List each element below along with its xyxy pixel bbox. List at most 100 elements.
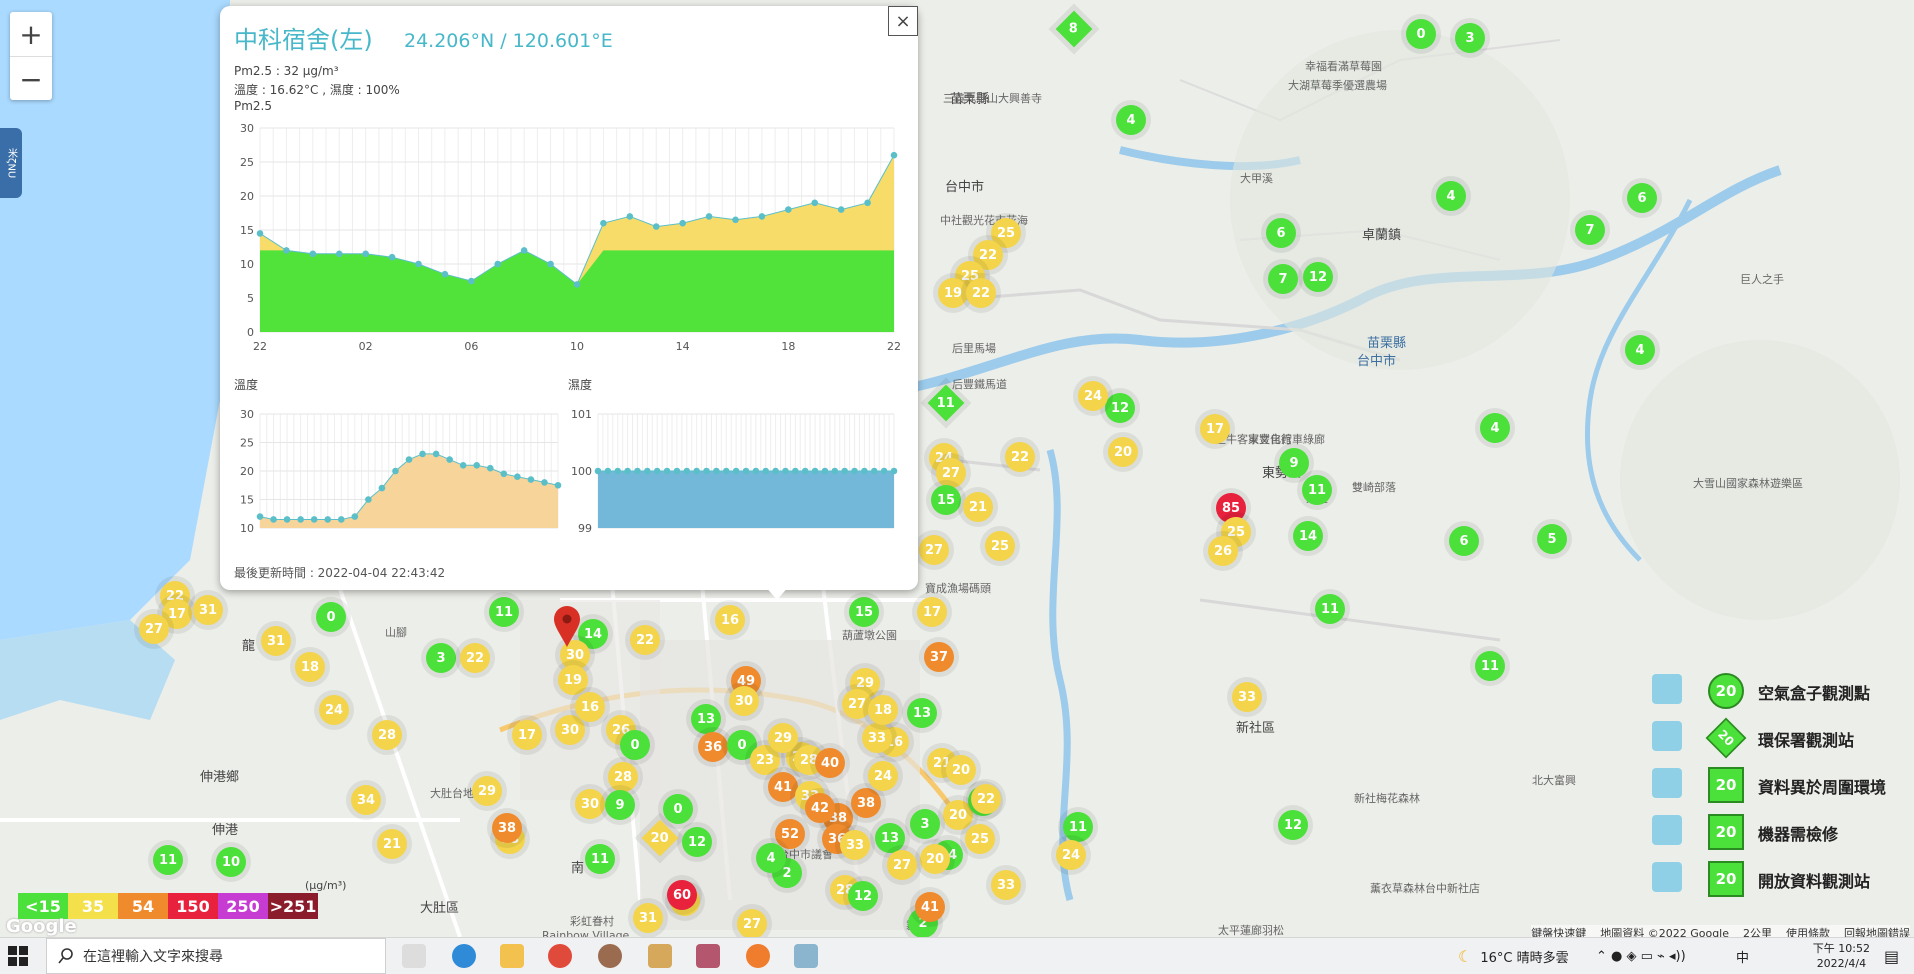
station-marker[interactable]: 18: [868, 695, 898, 725]
station-marker[interactable]: 11: [1063, 812, 1093, 842]
station-marker[interactable]: 12: [848, 881, 878, 911]
station-marker[interactable]: 12: [1278, 810, 1308, 840]
station-marker[interactable]: 14: [578, 619, 608, 649]
station-marker[interactable]: 21: [377, 829, 407, 859]
station-marker[interactable]: 41: [915, 892, 945, 922]
task-view-icon[interactable]: [402, 944, 426, 968]
station-marker[interactable]: 10: [216, 847, 246, 877]
station-marker[interactable]: 25: [985, 531, 1015, 561]
station-marker[interactable]: 7: [1268, 264, 1298, 294]
station-marker[interactable]: 52: [775, 819, 805, 849]
station-marker[interactable]: 26: [1208, 536, 1238, 566]
station-marker[interactable]: 0: [620, 730, 650, 760]
station-marker[interactable]: 33: [991, 870, 1021, 900]
app-icon-3[interactable]: [696, 944, 720, 968]
station-marker[interactable]: 3: [910, 809, 940, 839]
station-marker[interactable]: 21: [963, 492, 993, 522]
station-marker[interactable]: 7: [1575, 215, 1605, 245]
station-marker[interactable]: 16: [715, 605, 745, 635]
station-marker[interactable]: 40: [815, 748, 845, 778]
app-icon-1[interactable]: [598, 944, 622, 968]
ime-indicator[interactable]: 中: [1736, 950, 1750, 966]
station-marker[interactable]: 22: [1005, 442, 1035, 472]
station-marker[interactable]: 36: [698, 732, 728, 762]
station-marker[interactable]: 27: [919, 535, 949, 565]
station-marker[interactable]: 4: [756, 843, 786, 873]
zoom-in-button[interactable]: +: [10, 12, 52, 57]
taskbar-clock[interactable]: 下午 10:52 2022/4/4: [1812, 942, 1870, 970]
station-marker[interactable]: 41: [768, 772, 798, 802]
station-marker[interactable]: 5: [1537, 524, 1567, 554]
station-marker[interactable]: 11: [153, 845, 183, 875]
station-marker[interactable]: 6: [1627, 183, 1657, 213]
station-marker[interactable]: 31: [193, 595, 223, 625]
station-marker[interactable]: 38: [851, 788, 881, 818]
station-marker[interactable]: 0: [663, 794, 693, 824]
station-marker[interactable]: 11: [1475, 651, 1505, 681]
taskbar-search-box[interactable]: 在這裡輸入文字來搜尋: [46, 938, 386, 974]
station-marker[interactable]: 22: [971, 784, 1001, 814]
app-icon-2[interactable]: [648, 944, 672, 968]
station-marker[interactable]: 4: [1625, 335, 1655, 365]
station-marker[interactable]: 17: [1200, 414, 1230, 444]
station-marker[interactable]: 24: [868, 761, 898, 791]
station-marker[interactable]: 20: [920, 844, 950, 874]
station-marker[interactable]: 17: [162, 599, 192, 629]
weather-widget[interactable]: ☾ 16°C 晴時多雲: [1458, 946, 1569, 966]
zoom-out-button[interactable]: −: [19, 62, 43, 96]
windows-start-icon[interactable]: [8, 946, 28, 966]
station-marker[interactable]: 15: [849, 597, 879, 627]
station-marker[interactable]: 22: [973, 240, 1003, 270]
station-marker[interactable]: 6: [1449, 526, 1479, 556]
station-marker[interactable]: 9: [605, 790, 635, 820]
station-marker[interactable]: 38: [492, 813, 522, 843]
station-marker[interactable]: 17: [512, 720, 542, 750]
station-marker[interactable]: 11: [1315, 594, 1345, 624]
station-marker[interactable]: 18: [295, 652, 325, 682]
station-marker[interactable]: 60: [667, 880, 697, 910]
station-marker[interactable]: 42: [805, 793, 835, 823]
app-icon-4[interactable]: [794, 944, 818, 968]
station-marker[interactable]: 22: [966, 278, 996, 308]
station-marker[interactable]: 4: [1480, 413, 1510, 443]
station-marker[interactable]: 31: [633, 903, 663, 933]
station-marker[interactable]: 27: [139, 614, 169, 644]
station-marker[interactable]: 27: [887, 850, 917, 880]
station-marker[interactable]: 28: [608, 762, 638, 792]
station-marker[interactable]: 33: [862, 723, 892, 753]
station-marker[interactable]: 13: [875, 823, 905, 853]
station-marker[interactable]: 17: [917, 597, 947, 627]
station-marker[interactable]: 11: [1302, 475, 1332, 505]
station-marker[interactable]: 29: [768, 723, 798, 753]
keyboard-shortcuts-link[interactable]: 鍵盤快速鍵: [1531, 927, 1587, 937]
station-marker[interactable]: 6: [1266, 218, 1296, 248]
station-marker[interactable]: 16: [575, 692, 605, 722]
station-marker[interactable]: 27: [842, 689, 872, 719]
station-marker[interactable]: 22: [630, 625, 660, 655]
station-marker[interactable]: 31: [261, 626, 291, 656]
location-pin-icon[interactable]: [553, 606, 581, 648]
station-marker[interactable]: 25: [965, 824, 995, 854]
station-marker[interactable]: 19: [558, 665, 588, 695]
close-button[interactable]: ×: [888, 6, 918, 36]
station-marker[interactable]: 30: [555, 715, 585, 745]
edge-browser-icon[interactable]: [452, 944, 476, 968]
station-marker[interactable]: 30: [729, 686, 759, 716]
file-explorer-icon[interactable]: [500, 944, 524, 968]
station-marker[interactable]: 4: [1116, 105, 1146, 135]
station-marker[interactable]: 24: [1078, 381, 1108, 411]
station-marker[interactable]: 27: [737, 909, 767, 937]
station-marker[interactable]: 27: [936, 458, 966, 488]
system-tray-icons[interactable]: ⌃ ● ◈ ▭ ⌁ ◂)): [1596, 948, 1686, 964]
station-marker[interactable]: 20: [1108, 437, 1138, 467]
station-marker[interactable]: 19: [938, 278, 968, 308]
blender-icon[interactable]: [746, 944, 770, 968]
station-marker[interactable]: 0: [1406, 19, 1436, 49]
station-marker[interactable]: 28: [372, 720, 402, 750]
map-canvas[interactable]: 苗栗縣 台中市 卓蘭鎮 苗栗縣 台中市 東勢區 新社區 大肚區 伸港鄉 伸港 后里馬場 后豐鐵馬道 三義…: [0, 0, 1914, 937]
station-marker[interactable]: 15: [931, 485, 961, 515]
station-marker[interactable]: 12: [1105, 393, 1135, 423]
station-marker[interactable]: 9: [1279, 448, 1309, 478]
station-marker[interactable]: 37: [924, 642, 954, 672]
side-panel-tab[interactable]: 米ζNU: [0, 128, 22, 198]
